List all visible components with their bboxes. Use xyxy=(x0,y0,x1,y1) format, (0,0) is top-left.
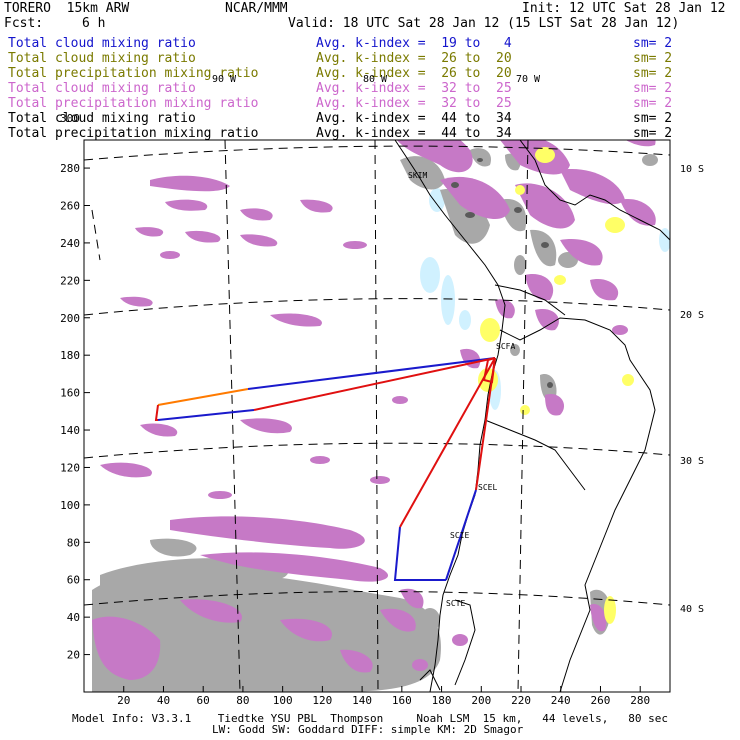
x-tick-label: 200 xyxy=(471,694,491,707)
dark-cloud-cores xyxy=(451,158,553,388)
legend-smoothing: sm= 2 xyxy=(633,51,673,66)
y-tick-label: 100 xyxy=(60,499,80,512)
y-tick-label: 40 xyxy=(67,611,80,624)
legend-smoothing: sm= 2 xyxy=(633,36,673,51)
legend-row: Total precipitation mixing ratio Avg. k-… xyxy=(8,97,728,111)
init-time: Init: 12 UTC Sat 28 Jan 12 xyxy=(522,1,726,16)
physics-info: LW: Godd SW: Goddard DIFF: simple KM: 2D… xyxy=(212,723,524,736)
forecast-label: Fcst: xyxy=(4,16,44,31)
legend-smoothing: sm= 2 xyxy=(633,96,673,111)
track-segment xyxy=(253,357,496,411)
lat-label: 10 S xyxy=(680,164,704,175)
lat-lon-grid xyxy=(84,140,670,692)
forecast-hours: 6 h xyxy=(82,16,106,31)
x-tick-label: 220 xyxy=(511,694,531,707)
valid-time: Valid: 18 UTC Sat 28 Jan 12 (15 LST Sat … xyxy=(288,16,680,31)
legend-stat: Avg. k-index = 32 to 25 xyxy=(316,96,512,111)
legend-row: Total precipitation mixing ratio Avg. k-… xyxy=(8,127,728,141)
x-tick-label: 180 xyxy=(432,694,452,707)
track-segment xyxy=(247,357,496,390)
legend-row: Total cloud mixing ratio Avg. k-index = … xyxy=(8,37,728,51)
track-segment xyxy=(157,388,249,406)
station-label: SCEL xyxy=(478,483,497,492)
x-tick-label: 80 xyxy=(236,694,249,707)
x-tick-label: 240 xyxy=(551,694,571,707)
legend-smoothing: sm= 2 xyxy=(633,81,673,96)
x-tick-label: 280 xyxy=(630,694,650,707)
map-labels: 90 W 80 W 70 W 10 S 20 S 30 S 40 S 300 xyxy=(60,74,704,615)
track-segment xyxy=(154,404,159,421)
station-label: SCIE xyxy=(450,531,469,540)
y-tick-label: 260 xyxy=(60,199,80,212)
coastline xyxy=(394,140,670,692)
y-tick-label: 20 xyxy=(67,649,80,662)
lat-label: 40 S xyxy=(680,604,704,615)
y-tick-label: 160 xyxy=(60,387,80,400)
x-tick-label: 100 xyxy=(273,694,293,707)
y-tick-label: 240 xyxy=(60,237,80,250)
legend-row: Total precipitation mixing ratio Avg. k-… xyxy=(8,67,728,81)
model-info: Model Info: V3.3.1 Tiedtke YSU PBL Thomp… xyxy=(72,712,669,725)
legend-row: Total cloud mixing ratio Avg. k-index = … xyxy=(8,82,728,96)
legend-row: Total cloud mixing ratio Avg. k-index = … xyxy=(8,52,728,66)
legend-stat: Avg. k-index = 32 to 25 xyxy=(316,81,512,96)
y-tick-label: 200 xyxy=(60,312,80,325)
y-tick-label: 280 xyxy=(60,162,80,175)
track-segment xyxy=(445,489,477,581)
cyan-cloud-field xyxy=(420,188,670,410)
y-axis: 20 40 60 80 100 120 140 160 180 200 220 240 260 280 xyxy=(60,162,90,662)
legend-stat: Avg. k-index = 44 to 34 xyxy=(316,126,512,141)
legend-smoothing: sm= 2 xyxy=(633,126,673,141)
y-tick-label: 140 xyxy=(60,424,80,437)
legend-stat: Avg. k-index = 26 to 20 xyxy=(316,66,512,81)
y-tick-label: 180 xyxy=(60,349,80,362)
legend-field: Total cloud mixing ratio xyxy=(8,81,196,96)
station-label: SCTE xyxy=(446,599,465,608)
x-tick-label: 40 xyxy=(157,694,170,707)
station-label: SKIM xyxy=(408,171,427,180)
legend-stat: Avg. k-index = 44 to 34 xyxy=(316,111,512,126)
legend-field: Total cloud mixing ratio xyxy=(8,36,196,51)
x-tick-label: 60 xyxy=(197,694,210,707)
yellow-precip-field xyxy=(478,147,634,624)
track-segment xyxy=(393,526,446,581)
x-tick-label: 20 xyxy=(117,694,130,707)
model-name: TORERO 15km ARW xyxy=(4,1,130,16)
plot-frame xyxy=(83,139,671,693)
legend-field: Total precipitation mixing ratio xyxy=(8,96,259,111)
station-labels: SKIM SCFA SCEL SCIE SCTE xyxy=(408,171,515,608)
x-tick-label: 160 xyxy=(392,694,412,707)
y-tick-label: 220 xyxy=(60,274,80,287)
legend-row: Total cloud mixing ratio Avg. k-index = … xyxy=(8,112,728,126)
purple-cloud-field xyxy=(92,140,656,680)
legend-smoothing: sm= 2 xyxy=(633,66,673,81)
legend-field: Total cloud mixing ratio xyxy=(8,51,196,66)
legend-stat: Avg. k-index = 26 to 20 xyxy=(316,51,512,66)
track-segment xyxy=(157,409,255,421)
legend-smoothing: sm= 2 xyxy=(633,111,673,126)
lat-label: 20 S xyxy=(680,310,704,321)
x-tick-label: 120 xyxy=(312,694,332,707)
org-label: NCAR/MMM xyxy=(225,1,288,16)
y-tick-label: 120 xyxy=(60,461,80,474)
y-tick-label: 80 xyxy=(67,536,80,549)
station-label: SCFA xyxy=(496,342,515,351)
x-tick-label: 140 xyxy=(352,694,372,707)
legend-field: Total precipitation mixing ratio xyxy=(8,66,259,81)
legend-field: Total cloud mixing ratio xyxy=(8,111,196,126)
x-axis: 20 40 60 80 100 120 140 160 180 200 220 240 260 280 xyxy=(117,686,650,707)
y-tick-label: 60 xyxy=(67,574,80,587)
track-segment xyxy=(482,357,496,384)
legend-field: Total precipitation mixing ratio xyxy=(8,126,259,141)
track-segment xyxy=(399,357,496,528)
track-segment xyxy=(475,357,496,491)
gray-cloud-field xyxy=(92,148,658,692)
lat-label: 30 S xyxy=(680,456,704,467)
flight-track xyxy=(154,357,496,581)
legend-stat: Avg. k-index = 19 to 4 xyxy=(316,36,512,51)
x-tick-label: 260 xyxy=(591,694,611,707)
